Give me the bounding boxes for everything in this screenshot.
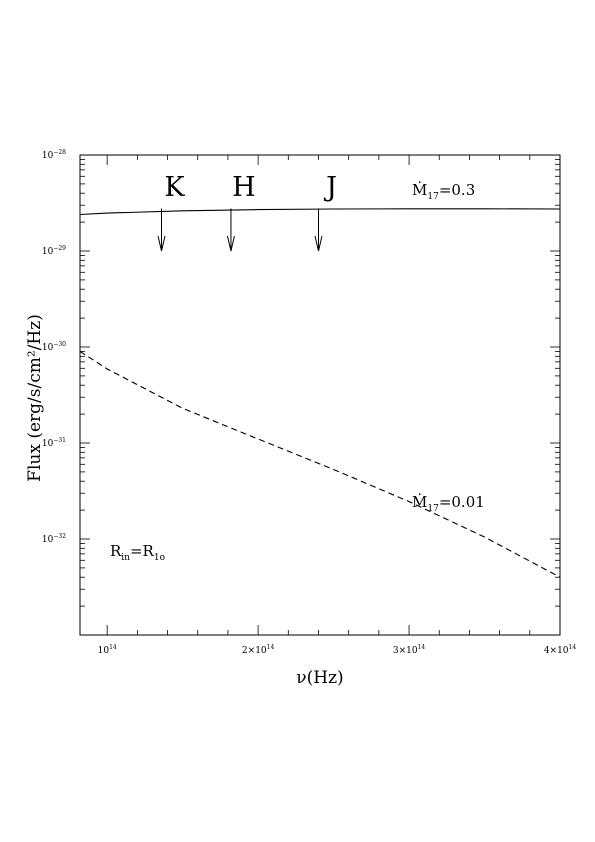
y-tick-label: 10−28 <box>42 149 66 161</box>
annotation-radius: Rin=R1o <box>110 542 165 563</box>
y-axis-label: Flux (erg/s/cm²/Hz) <box>25 314 45 482</box>
annotation-mdot-low: Ṁ17=0.01 <box>412 493 485 514</box>
band-arrowhead-k <box>157 235 166 252</box>
y-tick-label: 10−30 <box>42 341 66 353</box>
band-label-h: H <box>232 172 256 203</box>
y-tick-label: 10−31 <box>42 437 66 449</box>
x-axis-label: ν(Hz) <box>296 668 343 688</box>
y-tick-label: 10−32 <box>42 533 66 545</box>
annotation-mdot-high-prefix: Ṁ <box>412 181 427 199</box>
annotation-radius-sub1: in <box>121 553 130 563</box>
ticks-layer <box>80 155 561 636</box>
band-arrowhead-j <box>314 235 323 252</box>
x-tick-label: 3×1014 <box>393 644 426 656</box>
band-label-k: K <box>164 172 185 203</box>
annotation-radius-r1: R <box>110 542 122 560</box>
annotation-mdot-low-subscript: 17 <box>427 504 439 514</box>
annotation-radius-eq: =R <box>130 542 155 560</box>
annotation-mdot-high: Ṁ17=0.3 <box>412 181 475 202</box>
x-tick-label: 2×1014 <box>242 644 275 656</box>
labels-layer: 10−28 10−29 10−30 10−31 10−32 1014 2×1014 3×101… <box>42 149 576 656</box>
annotation-mdot-low-prefix: Ṁ <box>412 493 427 511</box>
series-line-dashed <box>79 350 561 578</box>
series-line-solid <box>79 208 561 216</box>
x-tick-label: 4×1014 <box>544 644 577 656</box>
annotation-mdot-high-subscript: 17 <box>427 192 439 202</box>
series-layer <box>79 208 561 578</box>
plot-frame <box>79 154 561 636</box>
band-label-j: J <box>323 172 337 203</box>
annotation-radius-sub2: 1o <box>154 553 165 563</box>
annotation-mdot-high-value: =0.3 <box>439 181 475 199</box>
annotation-mdot-low-value: =0.01 <box>439 493 485 511</box>
band-arrowhead-h <box>226 235 235 252</box>
x-tick-label: 1014 <box>98 644 117 656</box>
y-tick-label: 10−29 <box>42 245 66 257</box>
